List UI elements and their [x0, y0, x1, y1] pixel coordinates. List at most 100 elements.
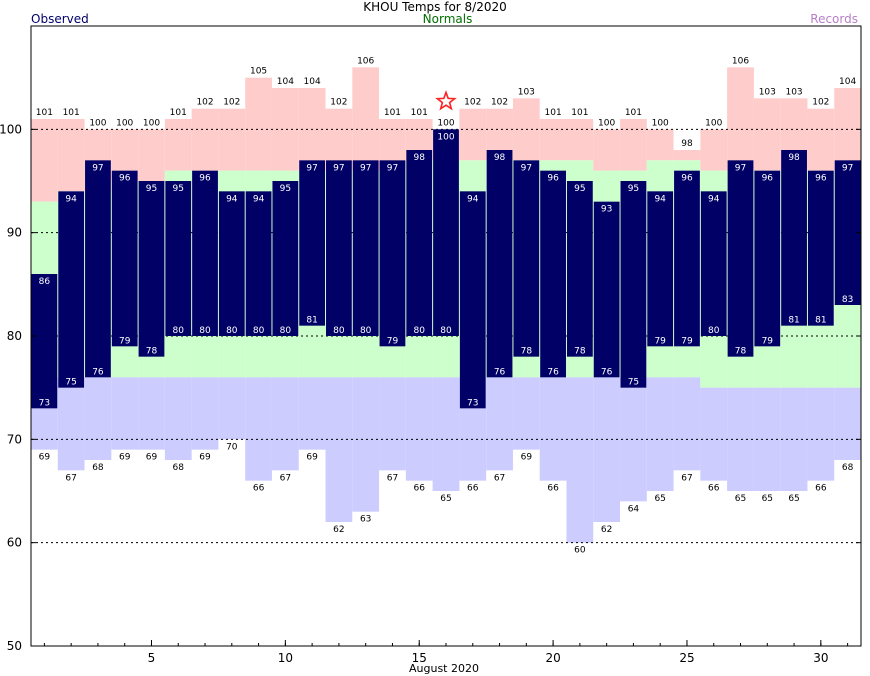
observed-bar	[807, 170, 834, 326]
record-low-label: 68	[842, 463, 854, 473]
record-low-band	[352, 377, 380, 512]
value-label-layer: 101 86 73 69 101 94 75 67 100 97 76 68 100 96 79 69 100 9…	[36, 56, 857, 555]
record-high-label: 100	[598, 118, 615, 128]
observed-bar	[379, 160, 406, 347]
observed-bar	[513, 160, 540, 357]
record-high-band	[620, 119, 647, 171]
record-low-label: 66	[547, 484, 559, 494]
record-low-band	[271, 377, 299, 471]
record-low-label: 67	[387, 473, 398, 483]
observed-high-label: 98	[494, 153, 506, 163]
observed-bar	[754, 170, 781, 347]
x-tick-label: 5	[148, 651, 156, 665]
observed-high-label: 96	[762, 174, 774, 184]
record-low-band	[164, 377, 192, 460]
x-tick-label: 20	[545, 651, 560, 665]
observed-high-label: 96	[199, 174, 211, 184]
record-low-band	[700, 387, 728, 481]
record-low-label: 66	[413, 484, 425, 494]
axes-layer: 50 60 70 80 90 100 5 10 15 20 25 30 August 2020	[0, 25, 862, 675]
record-low-band	[780, 387, 808, 491]
record-low-band	[218, 377, 246, 440]
record-low-label: 67	[280, 473, 291, 483]
record-high-label: 101	[571, 108, 588, 118]
record-low-label: 65	[735, 494, 746, 504]
record-high-band	[593, 129, 621, 171]
record-low-band	[432, 377, 460, 491]
record-high-label: 102	[223, 98, 240, 108]
record-high-band	[218, 108, 246, 171]
x-tick-label: 25	[679, 651, 694, 665]
observed-bar	[486, 150, 513, 378]
observed-low-label: 76	[601, 367, 613, 377]
record-high-label: 105	[250, 67, 267, 77]
record-high-label: 104	[839, 77, 856, 87]
record-high-label: 101	[545, 108, 562, 118]
record-low-label: 65	[654, 494, 665, 504]
observed-low-label: 79	[387, 336, 399, 346]
x-tick-label: 15	[412, 651, 427, 665]
record-high-band	[191, 108, 219, 171]
observed-high-label: 95	[574, 184, 585, 194]
record-low-band	[245, 377, 272, 481]
observed-bar	[727, 160, 754, 357]
observed-low-label: 81	[788, 316, 799, 326]
observed-high-label: 95	[146, 184, 157, 194]
legend-records: Records	[810, 12, 858, 26]
record-low-label: 69	[119, 453, 131, 463]
observed-bar	[138, 181, 165, 357]
observed-high-label: 95	[280, 184, 291, 194]
record-high-band	[459, 108, 487, 161]
record-low-label: 60	[574, 546, 586, 556]
record-low-label: 69	[199, 453, 211, 463]
observed-low-label: 80	[333, 326, 345, 336]
observed-low-label: 78	[521, 347, 533, 357]
observed-high-label: 94	[226, 194, 238, 204]
observed-low-label: 76	[494, 367, 506, 377]
record-low-band	[646, 377, 674, 491]
record-low-label: 66	[467, 484, 479, 494]
record-low-label: 63	[360, 515, 371, 525]
observed-low-label: 78	[574, 347, 586, 357]
observed-low-label: 76	[547, 367, 559, 377]
record-high-label: 104	[277, 77, 294, 87]
observed-high-label: 94	[654, 194, 666, 204]
observed-low-label: 79	[762, 336, 774, 346]
observed-bar	[459, 191, 486, 409]
observed-low-label: 80	[173, 326, 185, 336]
observed-low-label: 81	[815, 316, 826, 326]
observed-low-label: 73	[467, 398, 478, 408]
observed-bar	[540, 170, 566, 378]
observed-high-label: 97	[735, 163, 746, 173]
record-high-label: 101	[384, 108, 401, 118]
record-low-label: 69	[521, 453, 533, 463]
record-high-label: 101	[411, 108, 428, 118]
y-tick-label: 50	[7, 639, 22, 653]
record-high-band	[271, 88, 299, 171]
observed-bar	[700, 191, 727, 336]
record-high-band	[57, 119, 85, 192]
observed-high-label: 97	[333, 163, 344, 173]
observed-low-label: 80	[708, 326, 720, 336]
record-high-band	[727, 67, 754, 171]
observed-bar	[272, 181, 299, 336]
record-high-label: 102	[330, 98, 347, 108]
observed-bar	[647, 191, 674, 347]
record-high-label: 101	[625, 108, 642, 118]
record-high-label: 100	[143, 118, 160, 128]
record-high-label: 103	[785, 87, 802, 97]
x-tick-label: 10	[278, 651, 293, 665]
observed-bar	[674, 170, 700, 347]
record-low-band	[138, 377, 165, 450]
record-high-label: 106	[732, 56, 749, 66]
record-low-label: 65	[762, 494, 773, 504]
observed-high-label: 96	[815, 174, 827, 184]
record-high-label: 100	[705, 118, 722, 128]
observed-low-label: 78	[735, 347, 747, 357]
y-tick-label: 90	[7, 226, 22, 240]
record-low-label: 70	[226, 442, 238, 452]
observed-high-label: 94	[65, 194, 77, 204]
chart-title: KHOU Temps for 8/2020	[363, 0, 507, 14]
record-low-band	[298, 377, 326, 450]
